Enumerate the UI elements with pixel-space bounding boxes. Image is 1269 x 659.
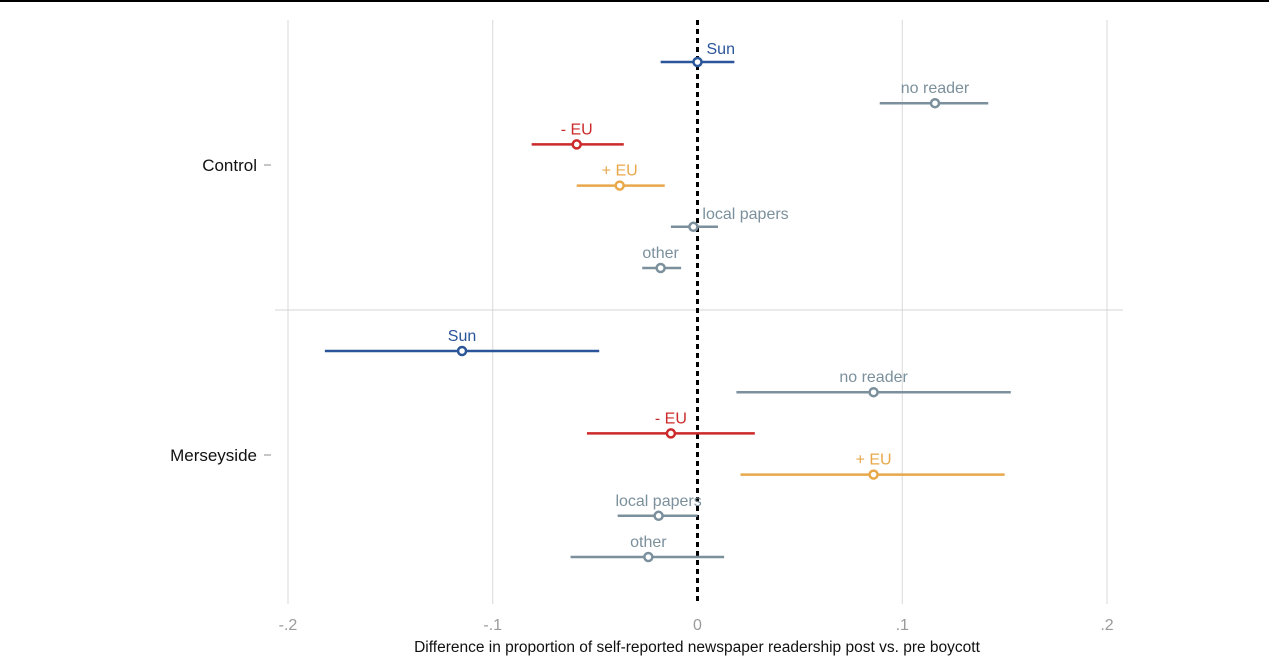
label-control-no-reader: no reader: [901, 80, 970, 97]
group-label-control: Control: [202, 156, 257, 175]
x-tick-label-2: 0: [693, 617, 702, 634]
point-control-sun: [692, 56, 703, 68]
x-tick-label-4: .2: [1100, 617, 1113, 634]
point-merseyside-local-papers: [653, 510, 664, 522]
x-tick-label-3: .1: [896, 617, 909, 634]
label-merseyside-eu: + EU: [856, 452, 892, 469]
point-control-no-reader: [929, 97, 941, 109]
label-merseyside-local-papers: local papers: [615, 493, 701, 510]
x-tick-label-1: -.1: [483, 617, 502, 634]
x-tick-labels: -.2 -.1 0 .1 .2: [279, 617, 1114, 634]
point-merseyside-other: [643, 551, 654, 563]
point-merseyside-eu: [868, 469, 879, 480]
point-control-other: [655, 262, 666, 274]
point-control-local-papers: [688, 221, 699, 233]
x-tick-label-0: -.2: [279, 617, 298, 634]
top-rule: [0, 0, 1269, 2]
point-merseyside-sun: [456, 345, 468, 357]
label-merseyside-sun: Sun: [448, 328, 476, 345]
point-control-eu: [571, 139, 582, 150]
label-control-eu: - EU: [561, 121, 593, 138]
label-control-eu: + EU: [602, 163, 638, 180]
point-merseyside-no-reader: [868, 386, 879, 398]
point-estimates: [456, 56, 941, 563]
point-control-eu: [614, 180, 625, 191]
label-control-sun: Sun: [707, 41, 735, 58]
group-label-merseyside: Merseyside: [170, 446, 257, 465]
label-merseyside-other: other: [630, 534, 667, 551]
label-control-local-papers: local papers: [702, 206, 788, 223]
x-axis-title: Difference in proportion of self-reporte…: [414, 639, 980, 656]
group-labels: Control Merseyside: [170, 156, 271, 465]
point-labels: Sun no reader - EU + EU local papers other Sun…: [448, 41, 970, 551]
point-merseyside-eu: [665, 428, 677, 439]
gridlines: [275, 20, 1123, 604]
label-control-other: other: [642, 245, 679, 262]
label-merseyside-eu: - EU: [655, 410, 687, 427]
label-merseyside-no-reader: no reader: [839, 369, 908, 386]
